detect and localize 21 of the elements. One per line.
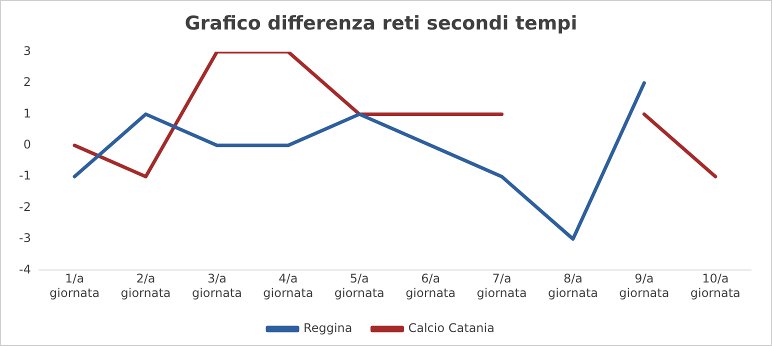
x-tick-label: 1/a giornata [50,272,100,300]
x-tick-label: 8/a giornata [548,272,598,300]
x-tick-label: 3/a giornata [192,272,242,300]
legend-label: Reggina [304,321,352,336]
x-tick-label: 7/a giornata [476,272,527,300]
y-tick-label: 3 [23,44,31,58]
legend-label: Calcio Catania [408,321,494,336]
x-tick-label: 2/a giornata [120,272,171,300]
chart-title: Grafico differenza reti secondi tempi [184,12,578,34]
y-tick-label: -2 [18,200,31,214]
x-tick-label: 6/a giornata [406,272,456,300]
y-tick-label: -3 [18,231,31,246]
y-tick-label: -4 [18,262,31,276]
y-tick-label: 2 [23,75,31,90]
y-tick-label: 1 [23,106,31,120]
x-tick-label: 4/a giornata [263,272,314,300]
x-tick-label: 9/a giornata [619,272,670,300]
x-tick-label: 5/a giornata [334,272,384,300]
y-tick-label: 0 [23,138,31,152]
x-tick-label: 10/a giornata [690,272,740,300]
y-tick-label: -1 [18,168,31,183]
